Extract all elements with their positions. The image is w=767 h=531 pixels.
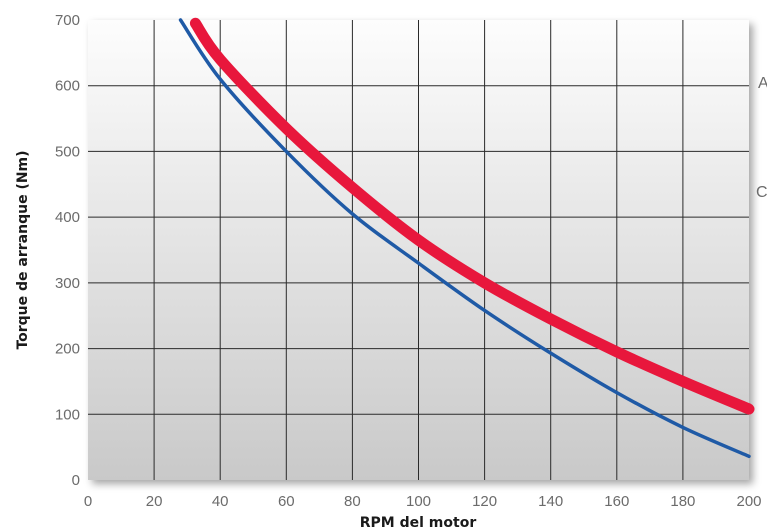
y-tick-label: 300 xyxy=(55,275,80,292)
x-tick-label: 160 xyxy=(604,493,629,510)
x-tick-label: 20 xyxy=(146,493,163,510)
x-tick-label: 120 xyxy=(472,493,497,510)
y-tick-label: 200 xyxy=(55,341,80,358)
y-tick-label: 0 xyxy=(72,472,80,489)
x-tick-label: 40 xyxy=(212,493,229,510)
y-tick-label: 100 xyxy=(55,406,80,423)
series-line-blue xyxy=(178,18,751,459)
x-tick-labels: 0 20 40 60 80 100 120 140 160 180 200 xyxy=(84,493,762,510)
x-tick-label: 200 xyxy=(736,493,761,510)
x-tick-label: 0 xyxy=(84,493,92,510)
grid-lines xyxy=(88,20,749,480)
series-line-red xyxy=(189,17,755,415)
x-tick-label: 80 xyxy=(344,493,361,510)
x-tick-label: 140 xyxy=(538,493,563,510)
x-tick-label: 100 xyxy=(406,493,431,510)
y-tick-label: 500 xyxy=(55,143,80,160)
y-tick-labels: 0 100 200 300 400 500 600 700 xyxy=(55,12,80,489)
x-tick-label: 60 xyxy=(278,493,295,510)
x-axis-title: RPM del motor xyxy=(360,515,477,531)
y-axis-title: Torque de arranque (Nm) xyxy=(15,150,31,349)
y-tick-label: 700 xyxy=(55,12,80,29)
y-tick-label: 600 xyxy=(55,78,80,95)
x-tick-label: 180 xyxy=(670,493,695,510)
cut-off-letter-a: A xyxy=(758,75,767,92)
cut-off-letter-c: C xyxy=(756,184,767,201)
series-lines xyxy=(178,17,755,459)
y-tick-label: 400 xyxy=(55,209,80,226)
